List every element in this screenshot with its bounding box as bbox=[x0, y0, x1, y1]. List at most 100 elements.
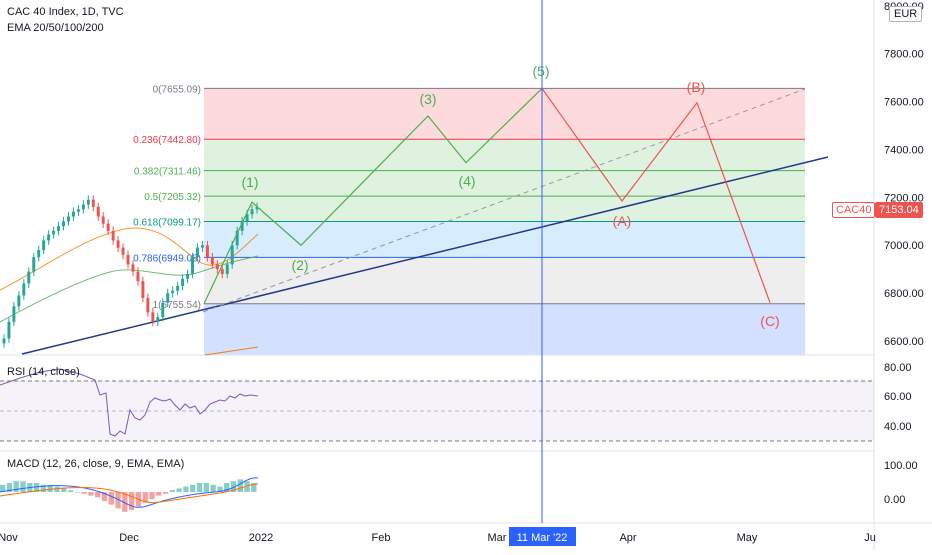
macd-line bbox=[0, 477, 259, 508]
rsi-axis: 80.00 60.00 40.00 bbox=[884, 362, 912, 433]
candle-body bbox=[101, 216, 105, 224]
candle-body bbox=[191, 257, 194, 274]
macd-bar bbox=[230, 481, 237, 492]
symbol-title[interactable]: CAC 40 Index, 1D, TVC bbox=[7, 6, 124, 18]
fib-zone bbox=[204, 221, 805, 258]
time-axis-label: 2022 bbox=[249, 532, 273, 544]
crosshair-date-label: 11 Mar '22 bbox=[517, 532, 568, 544]
candle-body bbox=[47, 234, 51, 241]
macd-bar bbox=[115, 492, 121, 509]
macd-bar bbox=[237, 479, 243, 492]
candle-body bbox=[71, 211, 75, 217]
price-axis[interactable]: 8000.007800.007600.007400.007200.007000.… bbox=[884, 1, 924, 348]
corrective-wave-label: (B) bbox=[687, 79, 706, 95]
fib-zone bbox=[204, 139, 805, 171]
candle-body bbox=[225, 264, 229, 274]
macd-bar bbox=[61, 488, 67, 492]
macd-bar bbox=[108, 492, 114, 505]
rsi-tick-label: 40.00 bbox=[884, 421, 912, 433]
candle-body bbox=[22, 283, 26, 296]
macd-bar bbox=[251, 483, 257, 492]
macd-tick-label: 100.00 bbox=[884, 460, 918, 472]
macd-bar bbox=[122, 492, 128, 512]
macd-bar bbox=[217, 486, 223, 492]
macd-bar bbox=[54, 486, 60, 492]
time-axis-label: Apr bbox=[619, 532, 636, 544]
ema-legend[interactable]: EMA 20/50/100/200 bbox=[7, 22, 104, 34]
fib-level-label: 0.236(7442.80) bbox=[133, 135, 201, 146]
corrective-wave-label: (A) bbox=[613, 213, 632, 229]
candle-body bbox=[32, 257, 36, 272]
macd-bar bbox=[20, 481, 26, 492]
candle-body bbox=[181, 278, 185, 286]
candle-body bbox=[2, 338, 6, 344]
macd-bar bbox=[156, 492, 162, 496]
macd-bar bbox=[224, 483, 230, 492]
fib-zone bbox=[204, 196, 805, 222]
impulse-wave-label: (3) bbox=[419, 91, 436, 107]
macd-bar bbox=[81, 492, 87, 494]
impulse-wave-label: (2) bbox=[291, 257, 308, 273]
macd-bar bbox=[142, 492, 148, 503]
candle-body bbox=[91, 199, 95, 207]
candle-body bbox=[42, 240, 46, 251]
time-axis-label: Ju bbox=[864, 532, 876, 544]
elliott-waves[interactable]: (1) (2) (3) (4) (5) (A) (B) (C) bbox=[203, 63, 780, 329]
candle-body bbox=[126, 254, 130, 265]
fib-level-label: 0.786(6949.05) bbox=[133, 253, 201, 264]
dashed-trendline[interactable] bbox=[202, 88, 806, 313]
candle-body bbox=[200, 245, 204, 248]
macd-bar bbox=[210, 484, 216, 492]
candle-body bbox=[62, 221, 65, 227]
impulse-wave-line bbox=[203, 88, 543, 305]
macd-bar bbox=[95, 492, 101, 498]
price-tick-label: 7000.00 bbox=[884, 240, 924, 252]
candle-body bbox=[86, 199, 90, 205]
candle-body bbox=[156, 317, 160, 322]
candle-body bbox=[111, 230, 115, 241]
macd-bar bbox=[190, 484, 196, 492]
candle-body bbox=[37, 250, 41, 258]
macd-bar bbox=[176, 488, 182, 492]
macd-bar bbox=[0, 484, 6, 492]
fib-level-label: 1(6755.54) bbox=[153, 300, 201, 311]
time-axis[interactable]: Nov Dec 2022 Feb Mar Apr May Ju bbox=[0, 532, 876, 544]
macd-bar bbox=[196, 483, 203, 492]
time-axis-label: Mar bbox=[488, 532, 507, 544]
macd-legend[interactable]: MACD (12, 26, close, 9, EMA, EMA) bbox=[7, 458, 185, 470]
crosshair-date-badge bbox=[509, 527, 576, 546]
currency-badge[interactable]: EUR bbox=[889, 6, 923, 22]
fib-level-label: 0(7655.09) bbox=[153, 84, 201, 95]
candle-body bbox=[215, 264, 219, 270]
candle-body bbox=[116, 240, 120, 248]
fib-zones bbox=[204, 88, 805, 355]
price-tick-label: 6600.00 bbox=[884, 336, 924, 348]
corrective-wave-line bbox=[541, 88, 771, 303]
candle-body bbox=[240, 221, 244, 231]
candle-body bbox=[245, 214, 249, 222]
candle-body bbox=[27, 271, 31, 284]
impulse-wave-label: (4) bbox=[458, 173, 475, 189]
price-tick-label: 7600.00 bbox=[884, 97, 924, 109]
fib-level-label: 0.618(7099.17) bbox=[133, 217, 201, 228]
rsi-legend[interactable]: RSI (14, close) bbox=[7, 366, 80, 378]
macd-bar bbox=[13, 481, 19, 492]
candle-body bbox=[186, 273, 190, 279]
candle-body bbox=[161, 302, 165, 318]
candles bbox=[2, 195, 259, 348]
macd-bar bbox=[149, 492, 155, 500]
candle-body bbox=[146, 297, 150, 313]
macd-bar bbox=[129, 492, 135, 510]
candle-body bbox=[210, 257, 214, 265]
time-axis-label: May bbox=[737, 532, 758, 544]
fib-zone bbox=[204, 88, 805, 140]
candle-body bbox=[176, 285, 180, 291]
macd-bar bbox=[183, 486, 189, 492]
last-price-badge: 7153.04 bbox=[875, 202, 923, 218]
candle-body bbox=[52, 230, 56, 235]
price-tick-label: 7200.00 bbox=[884, 192, 924, 204]
candle-body bbox=[220, 269, 224, 274]
candle-body bbox=[235, 230, 239, 246]
